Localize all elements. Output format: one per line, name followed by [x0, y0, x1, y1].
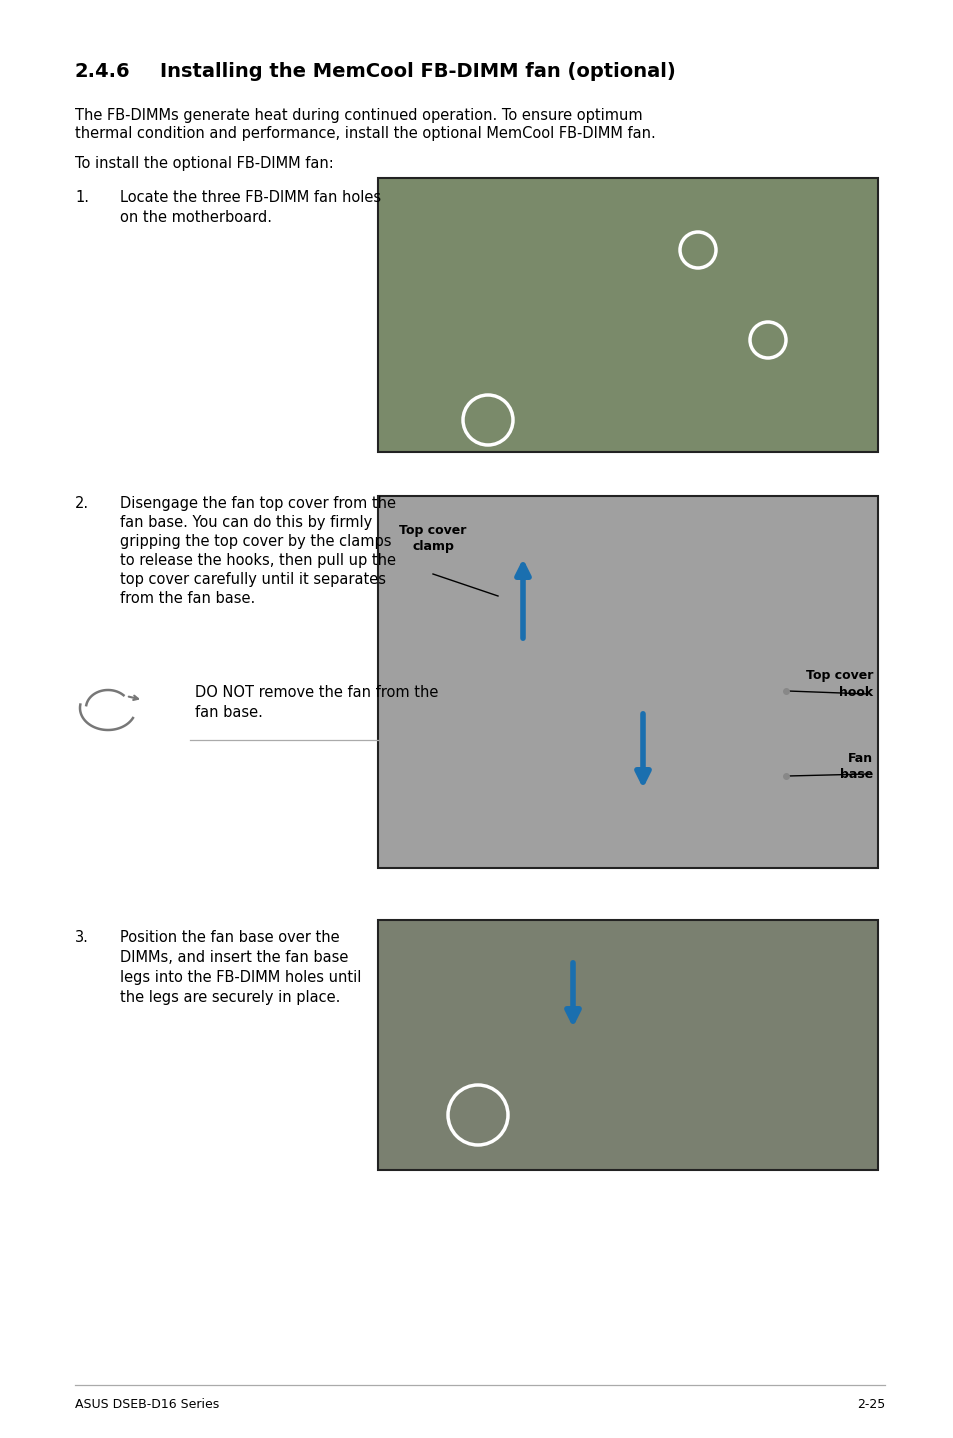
Text: legs into the FB-DIMM holes until: legs into the FB-DIMM holes until [120, 971, 361, 985]
Text: Top cover
clamp: Top cover clamp [399, 523, 466, 554]
Text: DIMMs, and insert the fan base: DIMMs, and insert the fan base [120, 951, 348, 965]
Text: Position the fan base over the: Position the fan base over the [120, 930, 339, 945]
Text: thermal condition and performance, install the optional MemCool FB-DIMM fan.: thermal condition and performance, insta… [75, 127, 655, 141]
Text: ASUS DSEB-D16 Series: ASUS DSEB-D16 Series [75, 1398, 219, 1411]
Text: 2.4.6: 2.4.6 [75, 62, 131, 81]
Text: DO NOT remove the fan from the: DO NOT remove the fan from the [194, 684, 438, 700]
Text: the legs are securely in place.: the legs are securely in place. [120, 989, 340, 1005]
Text: gripping the top cover by the clamps: gripping the top cover by the clamps [120, 533, 391, 549]
Text: from the fan base.: from the fan base. [120, 591, 255, 605]
Text: Locate the three FB-DIMM fan holes: Locate the three FB-DIMM fan holes [120, 190, 381, 206]
Text: 2.: 2. [75, 496, 89, 510]
Text: The FB-DIMMs generate heat during continued operation. To ensure optimum: The FB-DIMMs generate heat during contin… [75, 108, 642, 124]
Text: Installing the MemCool FB-DIMM fan (optional): Installing the MemCool FB-DIMM fan (opti… [160, 62, 675, 81]
Text: on the motherboard.: on the motherboard. [120, 210, 272, 224]
Text: Disengage the fan top cover from the: Disengage the fan top cover from the [120, 496, 395, 510]
Text: top cover carefully until it separates: top cover carefully until it separates [120, 572, 386, 587]
Bar [377, 178, 877, 452]
Text: fan base.: fan base. [194, 705, 263, 720]
Text: 3.: 3. [75, 930, 89, 945]
Text: Top cover
hook: Top cover hook [804, 670, 872, 699]
Text: 1.: 1. [75, 190, 89, 206]
Bar [377, 496, 877, 869]
Text: Fan
base: Fan base [839, 752, 872, 781]
Text: to release the hooks, then pull up the: to release the hooks, then pull up the [120, 554, 395, 568]
Text: 2-25: 2-25 [856, 1398, 884, 1411]
Text: fan base. You can do this by firmly: fan base. You can do this by firmly [120, 515, 372, 531]
Text: To install the optional FB-DIMM fan:: To install the optional FB-DIMM fan: [75, 155, 334, 171]
Bar [377, 920, 877, 1171]
